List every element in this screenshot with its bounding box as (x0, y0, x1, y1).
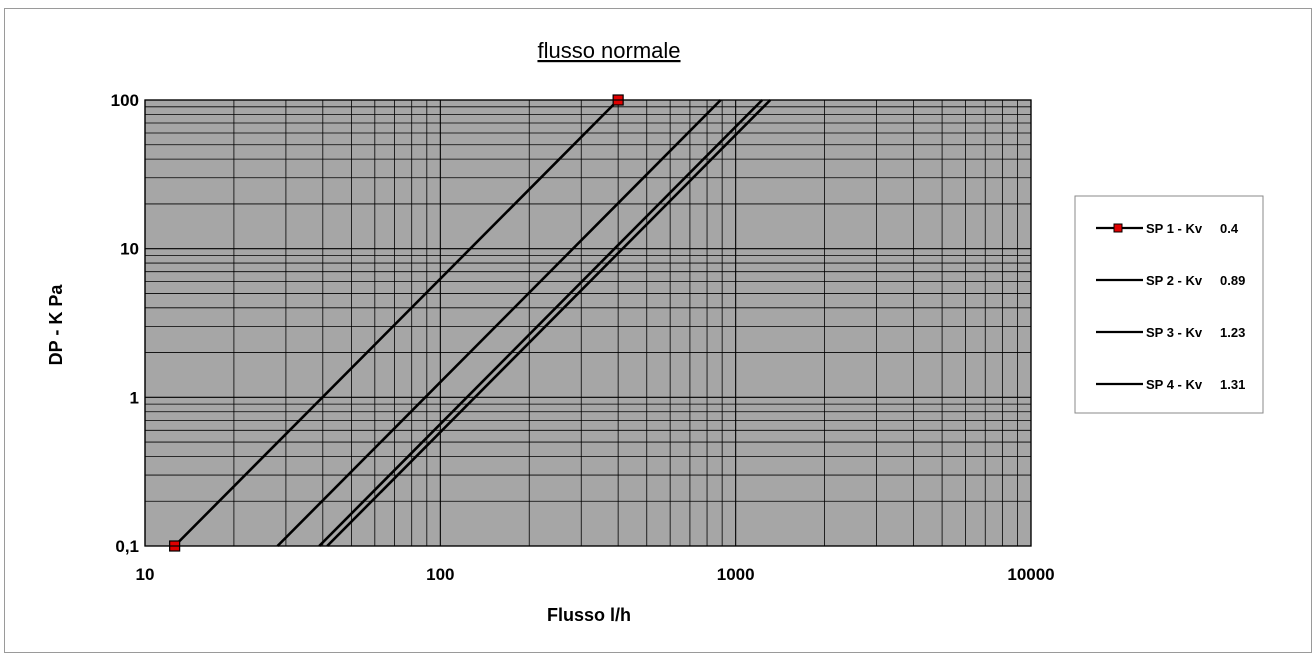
legend-label: SP 3 - Kv (1146, 325, 1203, 340)
x-axis-label: Flusso l/h (547, 605, 631, 625)
legend-label: SP 1 - Kv (1146, 221, 1203, 236)
x-tick-label: 100 (426, 565, 454, 584)
legend: SP 1 - Kv 0.4 SP 2 - Kv 0.89 SP 3 - Kv 1.23 SP… (1074, 195, 1264, 414)
legend-label: SP 2 - Kv (1146, 273, 1203, 288)
chart-title: flusso normale (537, 38, 680, 63)
chart-svg: flusso normale 10 100 1000 10000 0,1110100 … (46, 38, 1264, 625)
y-tick-label: 100 (111, 91, 139, 110)
plot-background (144, 99, 1032, 547)
series-line-sp3 (318, 99, 764, 547)
series-line-sp2 (276, 99, 722, 547)
plot-border (144, 99, 1032, 547)
x-tick-label: 10000 (1007, 565, 1054, 584)
y-tick-label: 1 (130, 388, 139, 407)
legend-marker (1113, 223, 1123, 233)
legend-kv-value: 1.31 (1220, 377, 1245, 392)
y-axis-label: DP - K Pa (46, 284, 66, 366)
x-tick-label: 1000 (717, 565, 755, 584)
y-axis-ticks: 0,1 1 10 100 (111, 91, 139, 556)
legend-kv-value: 0.4 (1220, 221, 1239, 236)
series-line-sp1 (173, 99, 620, 547)
legend-kv-value: 0.89 (1220, 273, 1245, 288)
x-axis-ticks: 10 100 1000 10000 (136, 565, 1055, 584)
legend-box (1074, 195, 1264, 414)
legend-label: SP 4 - Kv (1146, 377, 1203, 392)
x-tick-label: 10 (136, 565, 155, 584)
y-tick-label: 10 (120, 240, 139, 259)
legend-kv-value: 1.23 (1220, 325, 1245, 340)
chart-frame: flusso normale 10 100 1000 10000 0,1 1 10 100 … (4, 8, 1312, 653)
series-line-sp4 (326, 99, 772, 547)
plot-area (144, 94, 1032, 552)
y-tick-label: 0,1 (115, 537, 139, 556)
